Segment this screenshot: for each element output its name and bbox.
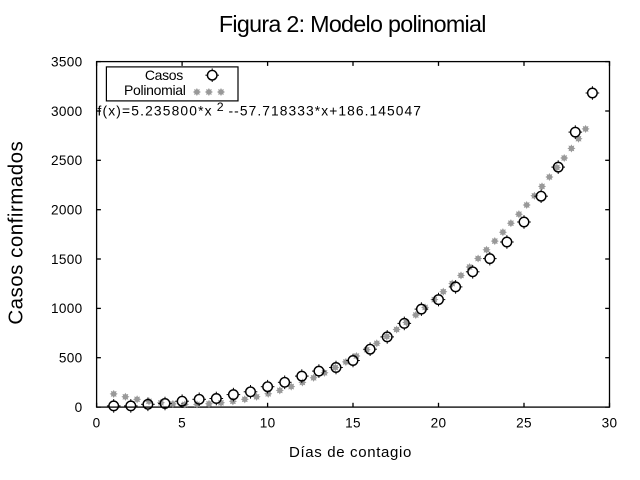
svg-text:30: 30 bbox=[602, 416, 618, 431]
svg-text:2: 2 bbox=[217, 100, 224, 114]
svg-text:5: 5 bbox=[178, 416, 186, 431]
svg-text:500: 500 bbox=[59, 351, 83, 366]
svg-text:2000: 2000 bbox=[51, 203, 83, 218]
svg-text:Días de contagio: Días de contagio bbox=[289, 444, 412, 461]
svg-text:1000: 1000 bbox=[51, 301, 83, 316]
svg-text:15: 15 bbox=[345, 416, 361, 431]
svg-text:3500: 3500 bbox=[51, 54, 83, 69]
svg-text:2500: 2500 bbox=[51, 153, 83, 168]
svg-text:Casos confirmados: Casos confirmados bbox=[4, 141, 27, 325]
svg-text:0: 0 bbox=[93, 416, 101, 431]
svg-text:0: 0 bbox=[75, 400, 83, 415]
svg-text:--57.718333*x+186.145047: --57.718333*x+186.145047 bbox=[229, 104, 423, 119]
svg-text:20: 20 bbox=[431, 416, 447, 431]
svg-text:10: 10 bbox=[260, 416, 276, 431]
svg-text:Casos: Casos bbox=[145, 67, 183, 83]
svg-text:3000: 3000 bbox=[51, 104, 83, 119]
svg-text:25: 25 bbox=[516, 416, 532, 431]
svg-text:f(x)=5.235800*x: f(x)=5.235800*x bbox=[98, 104, 213, 119]
svg-text:Figura 2: Modelo polinomial: Figura 2: Modelo polinomial bbox=[219, 11, 486, 37]
svg-text:1500: 1500 bbox=[51, 252, 83, 267]
svg-text:Polinomial: Polinomial bbox=[124, 82, 186, 98]
